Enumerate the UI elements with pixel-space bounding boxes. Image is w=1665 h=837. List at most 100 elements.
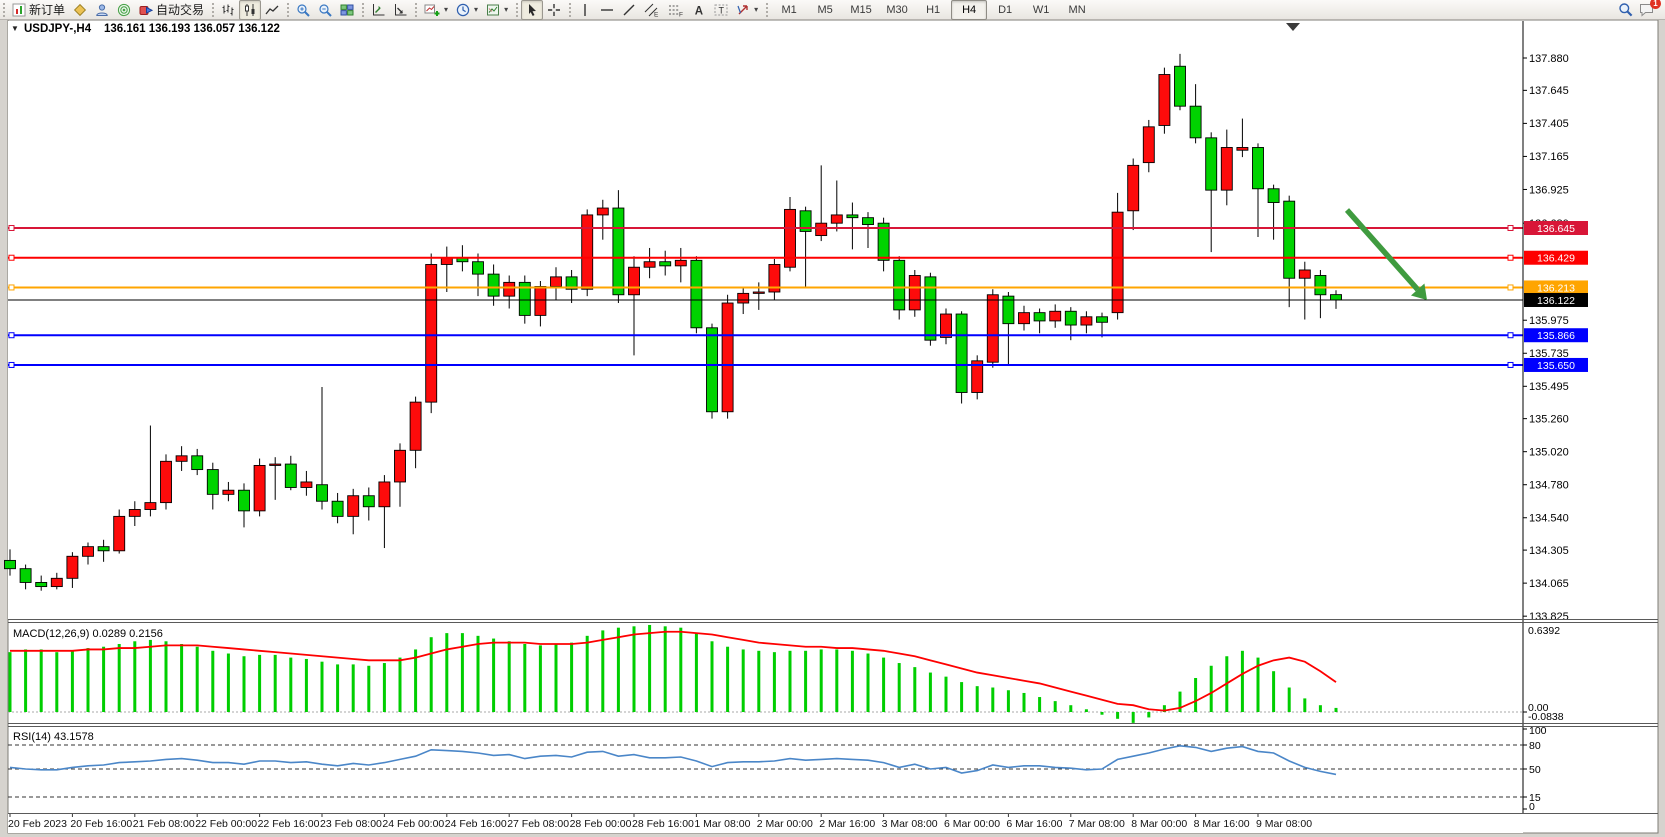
svg-text:E: E — [654, 11, 659, 17]
text-button[interactable]: A — [688, 0, 710, 20]
chevron-down-icon[interactable]: ▾ — [754, 5, 759, 14]
horizontal-level-line[interactable] — [8, 254, 1523, 261]
line-handle[interactable] — [1507, 332, 1514, 339]
line-handle[interactable] — [8, 332, 15, 339]
main-toolbar: 新订单 自动交易 ▾ ▾ ▾ E F A T ▾ M1 M5 M15 M30 H1 H4 D1 W1 MN 1 — [0, 0, 1665, 20]
price-tick-label: 133.825 — [1529, 611, 1569, 623]
candle — [721, 294, 734, 419]
candle — [971, 355, 984, 400]
search-button[interactable] — [1618, 2, 1633, 17]
arrange-windows-button[interactable] — [389, 0, 411, 20]
chevron-down-icon[interactable]: ▾ — [504, 5, 509, 14]
svg-text:136.213: 136.213 — [1537, 282, 1575, 294]
horizontal-level-line[interactable] — [8, 361, 1523, 368]
chat-button[interactable]: 1 — [1639, 0, 1661, 17]
panel-separator[interactable] — [8, 723, 1658, 727]
macd-bar — [507, 641, 511, 712]
profile-button[interactable] — [91, 0, 113, 20]
macd-bar — [367, 665, 371, 712]
macd-bar — [710, 641, 714, 712]
price-axis[interactable]: 137.880 137.645 137.405 137.165 136.925 136.6… — [1522, 21, 1588, 813]
date-label: 7 Mar 08:00 — [1069, 818, 1125, 830]
price-tick-label: 134.780 — [1529, 480, 1569, 492]
tile-windows-button[interactable] — [336, 0, 358, 20]
chevron-down-icon[interactable]: ▾ — [444, 5, 449, 14]
bar-chart-button[interactable] — [217, 0, 239, 20]
chart-dropdown-icon[interactable]: ▼ — [11, 24, 19, 33]
macd-bar — [882, 657, 886, 712]
line-handle[interactable] — [1507, 224, 1514, 231]
panel-separator[interactable] — [8, 619, 1658, 623]
arrows-button[interactable]: ▾ — [732, 0, 762, 20]
candle — [175, 446, 188, 471]
price-tick-label: 134.065 — [1529, 578, 1569, 590]
arrows-icon — [736, 3, 750, 17]
candle — [238, 483, 250, 528]
trend-arrow[interactable] — [1344, 208, 1427, 300]
horizontal-level-line[interactable] — [8, 224, 1523, 231]
auto-arrange-button[interactable] — [367, 0, 389, 20]
candlestick-chart-button[interactable] — [239, 0, 262, 20]
macd-bar — [102, 646, 106, 712]
price-tick-label: 134.540 — [1529, 513, 1569, 525]
new-order-button[interactable]: 新订单 — [8, 0, 69, 20]
timeframe-m1[interactable]: M1 — [781, 3, 797, 16]
macd-bar — [180, 644, 184, 712]
timeframe-m30[interactable]: M30 — [886, 3, 908, 16]
timeframe-mn[interactable]: MN — [1068, 3, 1086, 16]
macd-bar — [975, 686, 979, 712]
line-handle[interactable] — [8, 284, 15, 291]
macd-bar — [1084, 709, 1088, 712]
line-handle[interactable] — [8, 361, 15, 368]
timeframe-h1[interactable]: H1 — [926, 3, 941, 16]
trendline-button[interactable] — [618, 0, 640, 20]
crosshair-button[interactable] — [543, 0, 565, 20]
period-button[interactable]: ▾ — [452, 0, 482, 20]
chart-canvas[interactable] — [8, 21, 1523, 619]
equidistant-channel-button[interactable]: E — [640, 0, 664, 20]
time-axis[interactable]: 20 Feb 2023 20 Feb 16:00 21 Feb 08:00 22 Fe… — [8, 814, 1523, 833]
timeframe-m15[interactable]: M15 — [850, 3, 872, 16]
price-tick-label: 137.645 — [1529, 85, 1569, 97]
line-handle[interactable] — [1507, 254, 1514, 261]
time-axis-area[interactable] — [8, 814, 1523, 833]
candle — [1080, 311, 1093, 334]
line-handle[interactable] — [1507, 361, 1514, 368]
line-handle[interactable] — [8, 224, 15, 231]
timeframe-group: M1 M5 M15 M30 H1 H4 D1 W1 MN — [765, 0, 1098, 20]
cursor-button[interactable] — [521, 0, 544, 20]
line-handle[interactable] — [8, 254, 15, 261]
candle — [300, 470, 313, 496]
timeframe-d1[interactable]: D1 — [998, 3, 1013, 16]
template-button[interactable]: ▾ — [482, 0, 512, 20]
zoom-out-button[interactable] — [314, 0, 336, 20]
timeframe-w1[interactable]: W1 — [1032, 3, 1050, 16]
zoom-in-button[interactable] — [292, 0, 314, 20]
fibonacci-button[interactable]: F — [664, 0, 688, 20]
macd-bar — [1334, 707, 1338, 712]
text-label-button[interactable]: T — [710, 0, 732, 20]
timeframe-m5[interactable]: M5 — [817, 3, 833, 16]
chart-shift-marker-icon[interactable] — [1286, 23, 1300, 31]
date-label: 22 Feb 00:00 — [195, 818, 257, 830]
line-chart-button[interactable] — [261, 0, 283, 20]
line-handle[interactable] — [1507, 284, 1514, 291]
horizontal-level-line[interactable] — [8, 332, 1523, 339]
chart-cube-button[interactable] — [69, 0, 91, 20]
vertical-line-button[interactable] — [574, 0, 596, 20]
macd-bar — [148, 639, 152, 712]
autotrade-button[interactable]: 自动交易 — [135, 0, 208, 20]
candle — [1002, 292, 1015, 365]
toolbar-group — [515, 0, 568, 20]
chevron-down-icon[interactable]: ▾ — [474, 5, 479, 14]
horizontal-line-button[interactable] — [596, 0, 618, 20]
candle — [1018, 305, 1030, 331]
macd-bar — [772, 652, 776, 712]
add-indicator-button[interactable]: ▾ — [420, 0, 452, 20]
notification-badge: 1 — [1650, 0, 1661, 9]
signals-button[interactable] — [113, 0, 135, 20]
timeframe-h4[interactable]: H4 — [951, 0, 988, 20]
horizontal-level-line[interactable] — [8, 284, 1523, 291]
date-label: 22 Feb 16:00 — [258, 818, 320, 830]
candle — [1283, 195, 1296, 308]
